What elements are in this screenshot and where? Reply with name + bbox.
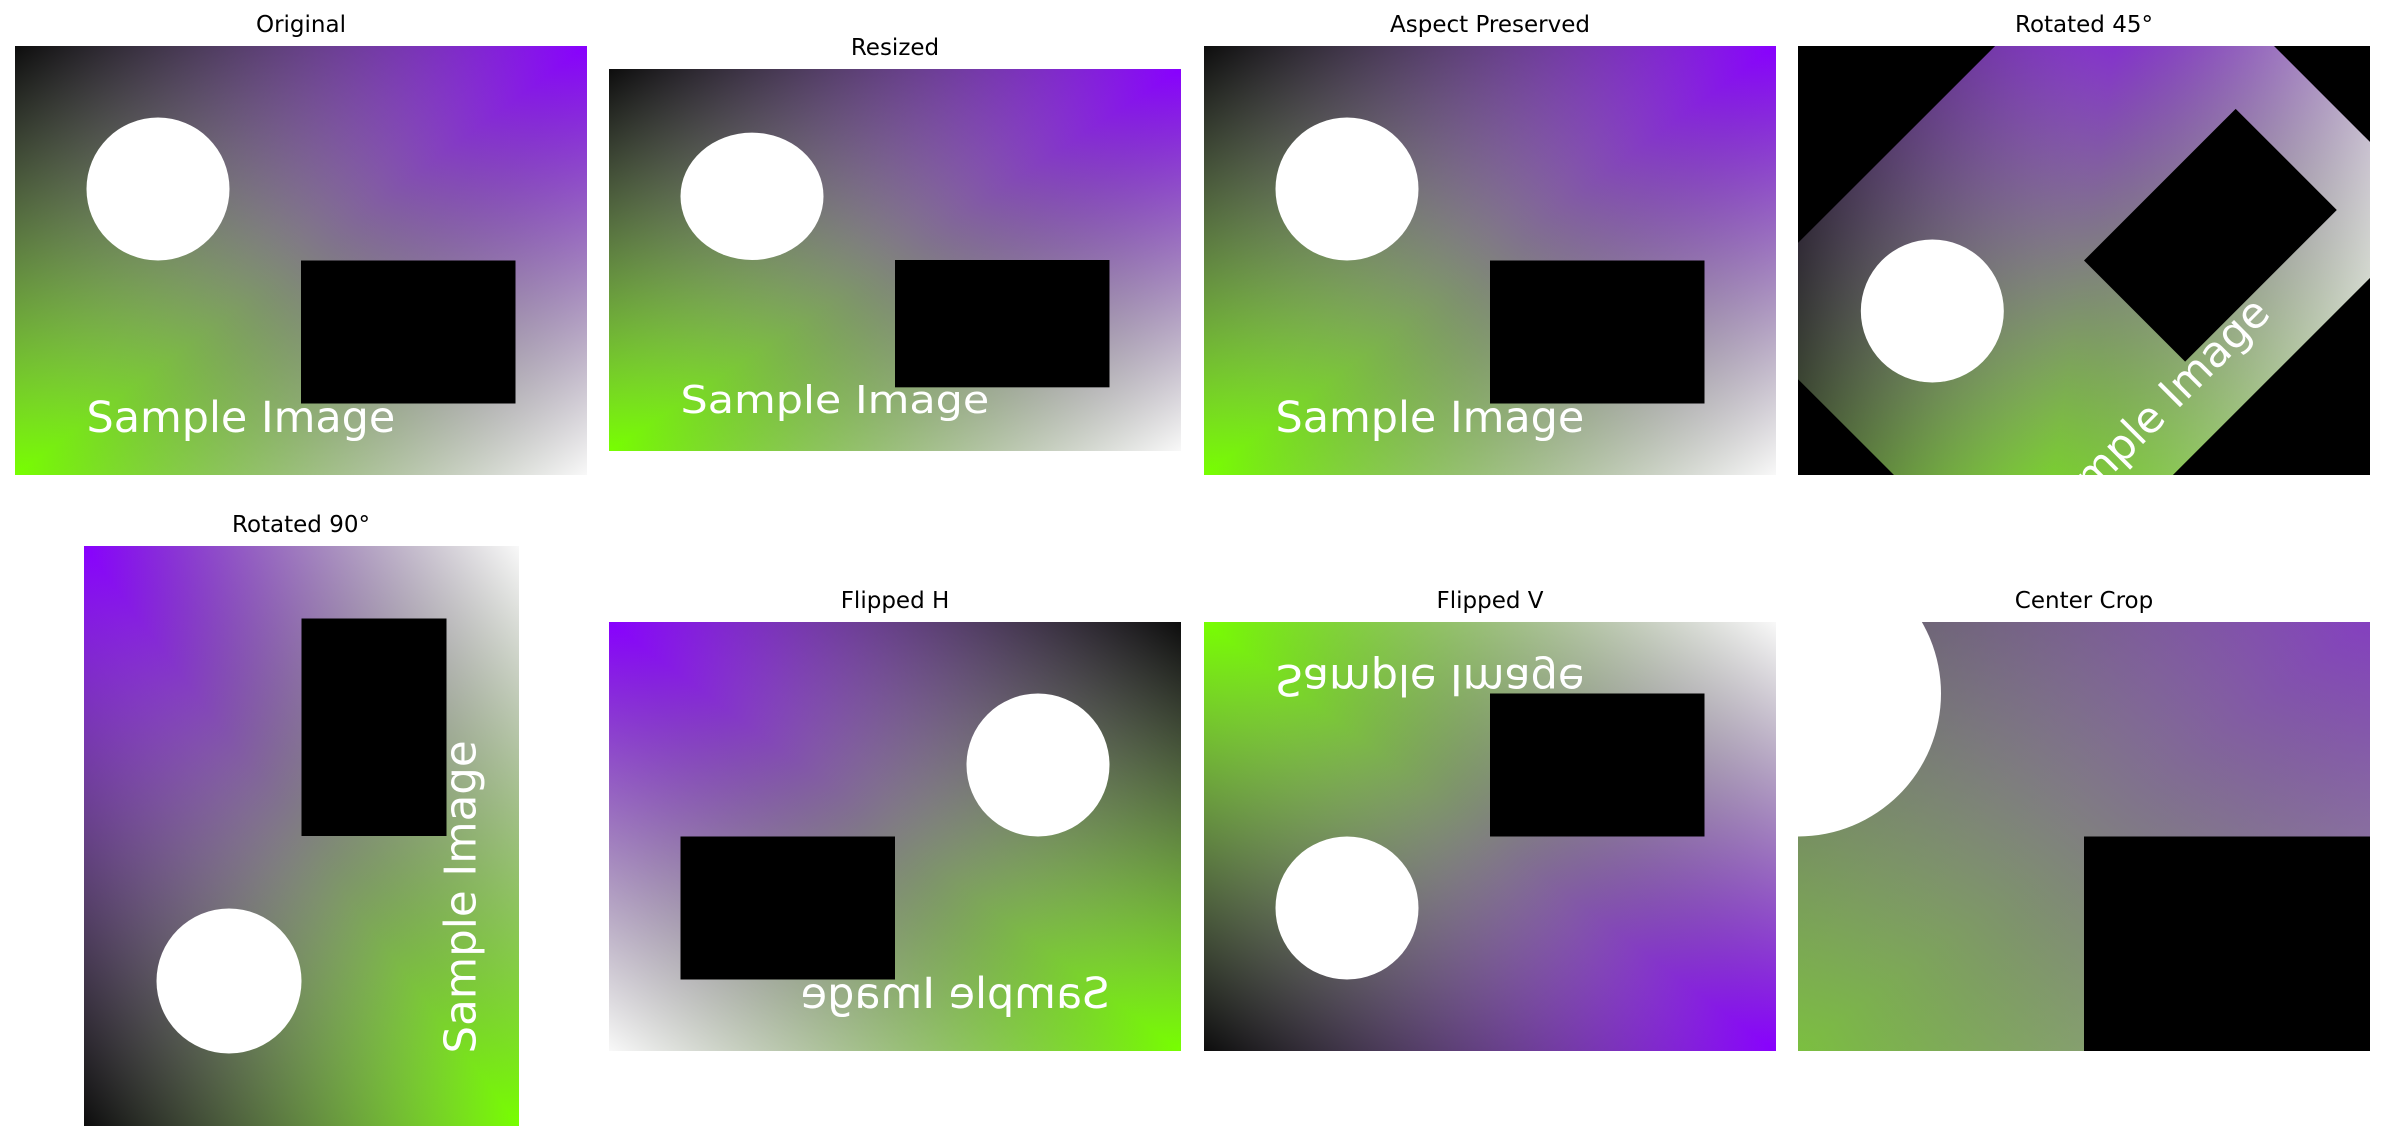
sample-image-text: Sample Image (87, 393, 396, 443)
resized-image: Sample Image (609, 69, 1181, 451)
sample-image-text: Sample Image (1276, 654, 1585, 704)
title-rotated-45: Rotated 45° (2015, 12, 2153, 38)
rotated-45-image: Sample Image (1798, 46, 2370, 475)
original-image: Sample Image (15, 46, 587, 475)
flipped-v-image: Sample Image (1204, 622, 1776, 1051)
sample-image-text: Sample Image (801, 969, 1110, 1019)
sample-image-text: Sample Image (1276, 393, 1585, 443)
title-aspect-preserved: Aspect Preserved (1390, 12, 1590, 38)
center-crop-image (1798, 622, 2370, 1051)
title-flipped-h: Flipped H (840, 588, 950, 614)
sample-image-text: Sample Image (681, 377, 990, 422)
sample-image-text: Sample Image (436, 740, 486, 1053)
title-original: Original (255, 12, 346, 38)
title-center-crop: Center Crop (2014, 588, 2154, 614)
flipped-h-image: Sample Image (609, 622, 1181, 1051)
title-rotated-90: Rotated 90° (232, 512, 370, 538)
title-resized: Resized (850, 35, 940, 61)
title-flipped-v: Flipped V (1436, 588, 1544, 614)
rotated-90-image: Sample Image (84, 546, 519, 1126)
aspect-preserved-image: Sample Image (1204, 46, 1776, 475)
